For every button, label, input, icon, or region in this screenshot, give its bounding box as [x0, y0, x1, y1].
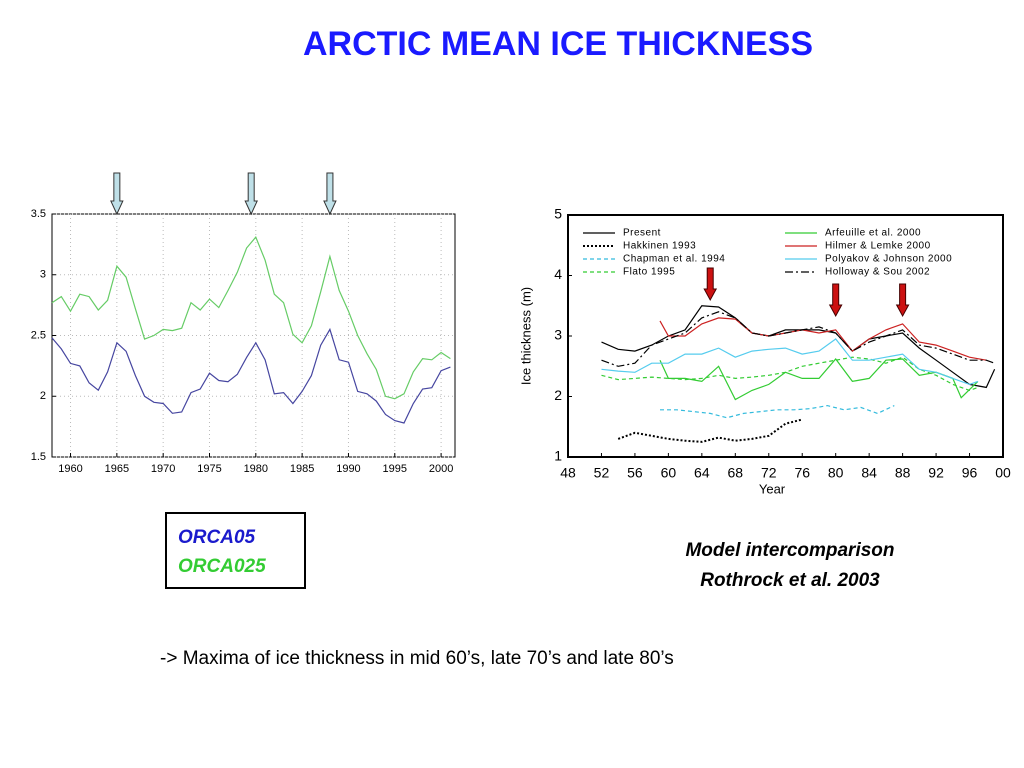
y-tick-label: 2: [554, 387, 562, 403]
arrow: [323, 172, 337, 216]
arrow: [244, 172, 258, 216]
plot-area: [567, 214, 1004, 458]
x-tick-label: 1995: [383, 463, 407, 475]
y-tick-label: 3: [554, 327, 562, 343]
data-line: [51, 235, 451, 400]
data-line: [601, 338, 979, 386]
x-tick-label: 56: [627, 465, 643, 481]
y-axis-label: Ice thickness (m): [518, 287, 533, 385]
x-tick-label: 1960: [58, 463, 82, 475]
y-tick-label: 2.5: [31, 329, 46, 341]
y-tick-label: 2: [40, 390, 46, 402]
x-tick-label: 92: [928, 465, 944, 481]
legend-label: ORCA05: [178, 527, 256, 548]
x-tick-label: 1965: [105, 463, 129, 475]
x-tick-label: 72: [761, 465, 777, 481]
legend-label: Hakkinen 1993: [623, 241, 696, 252]
x-tick-label: 1970: [151, 463, 175, 475]
x-tick-label: 2000: [429, 463, 453, 475]
arrow: [895, 283, 910, 318]
x-tick-label: 60: [661, 465, 677, 481]
legend-label: Arfeuille et al. 2000: [825, 228, 921, 239]
legend-label: Chapman et al. 1994: [623, 254, 725, 265]
data-line: [660, 404, 895, 419]
x-tick-label: 1990: [336, 463, 360, 475]
x-tick-label: 52: [594, 465, 610, 481]
x-tick-label: 76: [794, 465, 810, 481]
x-tick-label: 64: [694, 465, 710, 481]
arrow: [828, 283, 843, 318]
x-tick-label: 1975: [197, 463, 221, 475]
data-line: [601, 311, 995, 367]
x-tick-label: 1980: [244, 463, 268, 475]
x-tick-label: 84: [861, 465, 877, 481]
x-tick-label: 1985: [290, 463, 314, 475]
legend-label: Flato 1995: [623, 267, 675, 278]
note: -> Maxima of ice thickness in mid 60’s, …: [160, 648, 674, 669]
x-tick-label: 96: [962, 465, 978, 481]
y-tick-label: 1.5: [31, 451, 46, 463]
legend-label: Hilmer & Lemke 2000: [825, 241, 931, 252]
x-tick-label: 00: [995, 465, 1011, 481]
caption: Rothrock et al. 2003: [700, 570, 880, 591]
legend-box: [165, 512, 306, 589]
x-tick-label: 48: [560, 465, 576, 481]
y-tick-label: 4: [554, 266, 562, 282]
slide-title: ARCTIC MEAN ICE THICKNESS: [303, 25, 813, 63]
legend-label: ORCA025: [178, 556, 266, 577]
x-tick-label: 80: [828, 465, 844, 481]
y-tick-label: 5: [554, 206, 562, 222]
legend-label: Polyakov & Johnson 2000: [825, 254, 952, 265]
y-tick-label: 3: [40, 269, 46, 281]
legend-label: Holloway & Sou 2002: [825, 267, 930, 278]
y-tick-label: 1: [554, 448, 562, 464]
y-tick-label: 3.5: [31, 208, 46, 220]
data-line: [51, 327, 451, 424]
data-line: [617, 418, 803, 443]
legend-label: Present: [623, 228, 661, 239]
data-line: [659, 358, 979, 401]
data-line: [659, 317, 987, 361]
arrow: [110, 172, 124, 216]
caption: Model intercomparison: [685, 540, 894, 561]
arrow: [703, 267, 718, 302]
x-axis-label: Year: [759, 481, 786, 496]
x-tick-label: 68: [728, 465, 744, 481]
x-tick-label: 88: [895, 465, 911, 481]
